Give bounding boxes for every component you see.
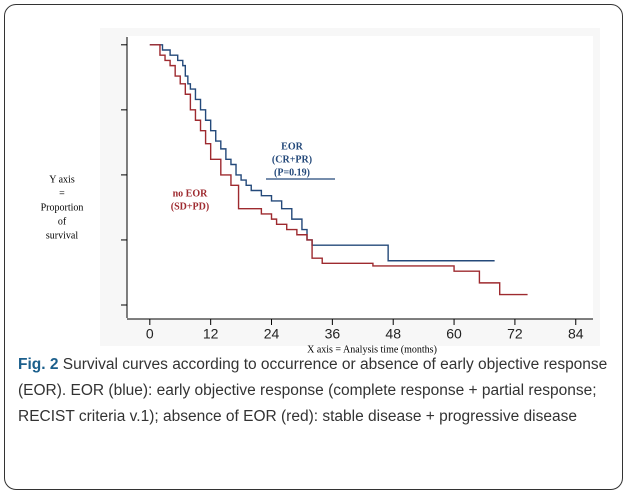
y-axis-label: = — [59, 188, 65, 199]
x-axis-label: X axis = Analysis time (months) — [307, 344, 437, 355]
plot-area — [127, 36, 593, 319]
annotation: (CR+PR) — [272, 154, 312, 165]
annotation: (SD+PD) — [171, 201, 209, 212]
caption-label: Fig. 2 — [18, 356, 59, 373]
annotation: EOR — [281, 141, 303, 152]
chart: 0 12 24 36 48 60 72 84 Y axis = Proportion of surviv… — [40, 36, 593, 356]
y-axis-label: Y axis — [49, 174, 75, 185]
figure — [4, 4, 623, 490]
x-tick-label: 36 — [325, 326, 341, 342]
x-tick-label: 24 — [264, 326, 280, 342]
caption-text: Survival curves according to occurrence … — [18, 356, 608, 425]
x-tick-label: 72 — [507, 326, 523, 342]
annotation: no EOR — [173, 188, 209, 199]
survival-curve — [149, 44, 528, 296]
x-tick-label: 12 — [203, 326, 219, 342]
x-tick-label: 60 — [446, 326, 462, 342]
y-axis-label: Proportion — [41, 202, 84, 213]
annotation: (P=0.19) — [274, 167, 310, 178]
y-axis-label: of — [58, 216, 67, 227]
caption: Fig. 2 Survival curves according to occu… — [18, 352, 614, 430]
survival-curve — [149, 44, 495, 262]
x-tick-label: 0 — [146, 326, 154, 342]
x-tick-label: 48 — [385, 326, 401, 342]
y-axis-label: survival — [46, 230, 78, 241]
x-tick-label: 84 — [568, 326, 584, 342]
